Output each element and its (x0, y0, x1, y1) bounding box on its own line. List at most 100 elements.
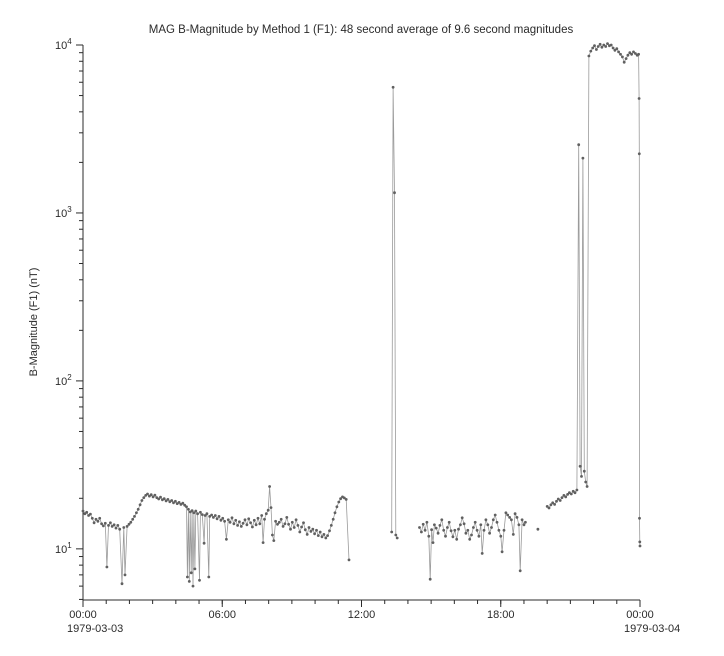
data-point (553, 503, 556, 506)
data-point (638, 544, 642, 548)
data-point (300, 525, 303, 529)
data-point (285, 516, 289, 519)
data-point (261, 541, 265, 544)
data-point (421, 522, 425, 526)
data-point (495, 520, 499, 524)
data-point (324, 536, 328, 540)
data-point (491, 518, 495, 522)
data-point (263, 517, 266, 521)
data-point (200, 513, 204, 516)
data-point (268, 485, 271, 488)
data-point (427, 534, 431, 538)
data-point (619, 52, 622, 56)
data-point (500, 550, 504, 554)
y-tick-label: 104 (55, 37, 72, 52)
data-point (281, 525, 285, 528)
data-point (129, 520, 133, 524)
x-tick-label: 06:00 (208, 609, 236, 621)
data-point (185, 505, 188, 509)
data-point (457, 527, 460, 531)
data-point (621, 55, 624, 59)
data-point (245, 523, 249, 527)
data-point (315, 528, 318, 532)
data-point (90, 516, 94, 520)
x-tick-label: 18:00 (487, 609, 515, 621)
data-point (296, 524, 300, 527)
data-point (256, 516, 260, 520)
data-point (122, 526, 126, 529)
data-point (626, 53, 630, 57)
data-point (290, 520, 294, 524)
data-point (596, 45, 600, 48)
data-point (475, 528, 479, 532)
data-point (333, 511, 337, 515)
data-point (307, 526, 311, 529)
data-point (587, 54, 591, 58)
data-point (140, 499, 144, 502)
data-point (451, 535, 455, 539)
data-point (575, 488, 579, 492)
data-point (624, 57, 628, 60)
data-point (118, 527, 122, 531)
data-point (477, 534, 481, 538)
data-point (81, 509, 85, 513)
data-series (81, 42, 642, 588)
data-point (339, 497, 342, 501)
data-point (283, 522, 287, 526)
data-point (423, 528, 427, 532)
data-point (96, 519, 100, 523)
data-point (634, 52, 637, 55)
data-point (225, 537, 228, 541)
data-point (479, 523, 483, 527)
data-point (302, 521, 305, 525)
data-point (425, 520, 429, 524)
data-point (311, 527, 315, 531)
data-point (464, 531, 468, 535)
data-point (488, 531, 491, 535)
data-point (316, 534, 320, 537)
data-point (344, 498, 348, 501)
data-point (146, 492, 149, 496)
data-point (517, 523, 521, 527)
x-axis-date-right: 1979-03-04 (624, 623, 680, 635)
data-point (573, 491, 577, 495)
data-point (484, 518, 488, 522)
data-point (390, 530, 394, 534)
data-point (615, 47, 619, 51)
data-point (322, 533, 326, 536)
data-point (617, 50, 620, 54)
data-point (522, 523, 526, 527)
data-point (198, 578, 201, 582)
data-point (289, 527, 292, 531)
data-point (177, 501, 181, 504)
data-point (600, 45, 604, 49)
data-point (199, 510, 202, 514)
data-point (135, 511, 138, 515)
x-tick-label: 00:00 (626, 609, 654, 621)
data-point (545, 505, 549, 508)
data-point (153, 493, 157, 497)
data-point (258, 522, 262, 526)
data-point (212, 516, 215, 519)
data-point (459, 523, 462, 527)
data-point (279, 517, 283, 521)
data-point (254, 523, 258, 527)
data-line (82, 486, 350, 587)
data-point (613, 48, 617, 52)
data-point (337, 500, 341, 504)
data-point (239, 525, 243, 528)
data-point (219, 518, 223, 522)
data-point (440, 518, 444, 522)
data-point (331, 517, 335, 521)
data-point (309, 530, 313, 533)
data-point (493, 513, 497, 517)
data-point (269, 506, 273, 509)
data-point (524, 520, 527, 524)
data-point (238, 520, 241, 524)
data-point (482, 528, 486, 532)
data-point (260, 514, 264, 517)
data-point (490, 526, 493, 529)
data-point (442, 528, 446, 532)
